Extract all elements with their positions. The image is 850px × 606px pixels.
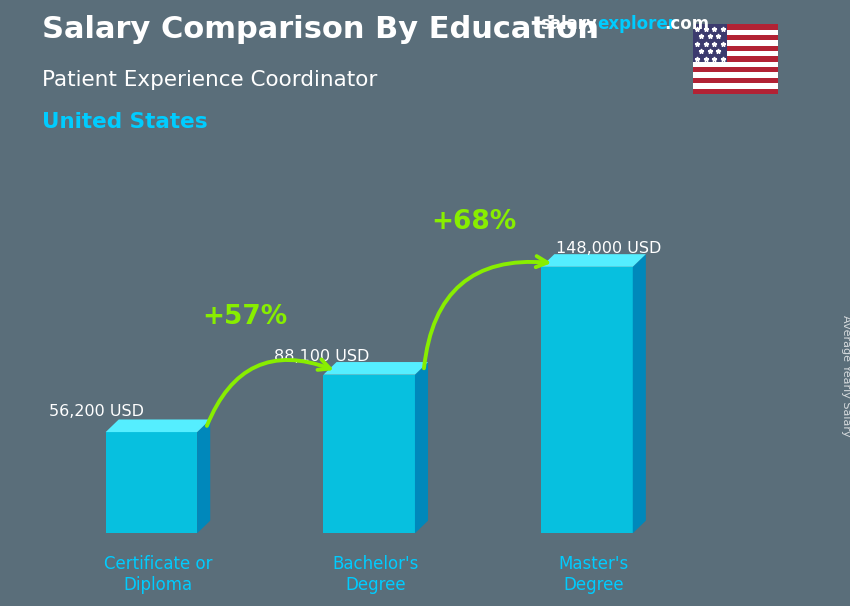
Text: 88,100 USD: 88,100 USD	[274, 349, 369, 364]
Bar	[693, 88, 778, 94]
Bar	[693, 73, 778, 78]
Text: +57%: +57%	[202, 304, 287, 330]
Polygon shape	[541, 267, 632, 533]
Bar	[693, 83, 778, 88]
Text: explorer: explorer	[598, 15, 677, 33]
Text: Salary Comparison By Education: Salary Comparison By Education	[42, 15, 599, 44]
Polygon shape	[105, 432, 197, 533]
Bar	[693, 51, 778, 56]
Polygon shape	[324, 362, 428, 375]
Bar	[693, 24, 727, 62]
Bar	[693, 56, 778, 62]
Text: .com: .com	[664, 15, 709, 33]
Text: 148,000 USD: 148,000 USD	[556, 241, 661, 256]
Text: salary: salary	[540, 15, 597, 33]
Bar	[693, 35, 778, 41]
Text: Patient Experience Coordinator: Patient Experience Coordinator	[42, 70, 378, 90]
Polygon shape	[415, 362, 428, 533]
Polygon shape	[197, 419, 210, 533]
Polygon shape	[632, 254, 646, 533]
Bar	[693, 24, 778, 30]
Polygon shape	[324, 375, 415, 533]
Text: Average Yearly Salary: Average Yearly Salary	[841, 315, 850, 436]
Polygon shape	[105, 419, 210, 432]
Polygon shape	[541, 254, 646, 267]
Bar	[693, 62, 778, 67]
Text: +68%: +68%	[431, 208, 517, 235]
Bar	[693, 41, 778, 45]
Bar	[693, 45, 778, 51]
Text: Certificate or
Diploma: Certificate or Diploma	[104, 555, 212, 594]
Bar	[693, 67, 778, 73]
Text: Bachelor's
Degree: Bachelor's Degree	[332, 555, 419, 594]
Bar	[693, 78, 778, 83]
Text: United States: United States	[42, 112, 208, 132]
Text: Master's
Degree: Master's Degree	[558, 555, 629, 594]
Bar	[693, 30, 778, 35]
Text: 56,200 USD: 56,200 USD	[49, 404, 145, 419]
